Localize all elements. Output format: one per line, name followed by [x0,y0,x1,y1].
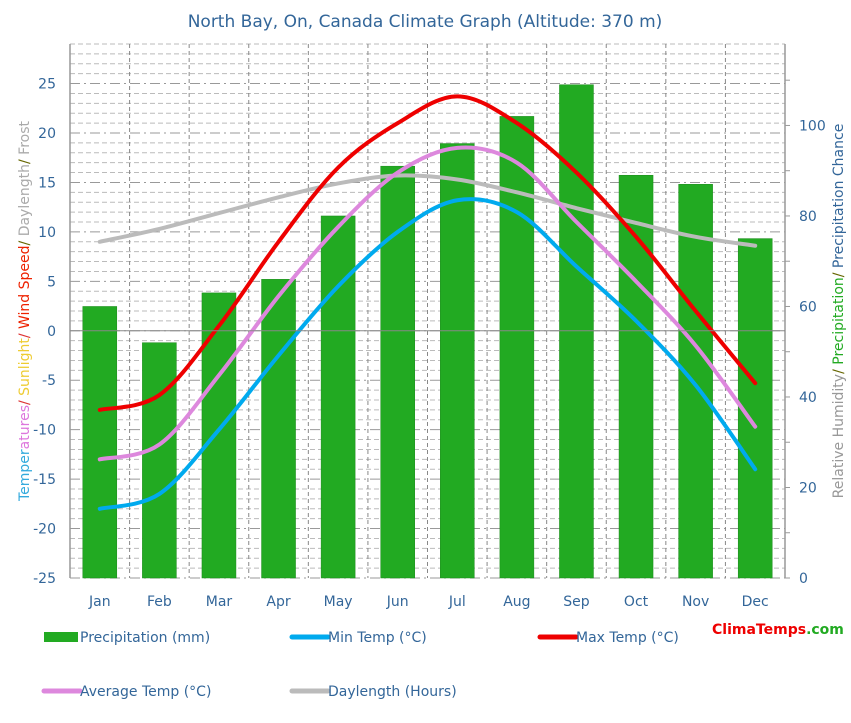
x-tick-label: Sep [563,594,590,610]
left-tick-label: 0 [47,324,56,340]
x-tick-label: Nov [682,594,709,610]
chart-title: North Bay, On, Canada Climate Graph (Alt… [188,12,663,32]
precipitation-bar [380,165,415,579]
x-tick-label: Jul [448,594,466,610]
legend: Precipitation (mm) Min Temp (°C) Max Temp … [41,630,679,700]
right-tick-label: 80 [799,209,817,225]
x-tick-label: Jan [88,594,111,610]
precipitation-bar [201,292,237,579]
series-line [97,145,758,462]
legend-label: Max Temp (°C) [576,630,679,646]
right-tick-label: 0 [799,571,808,587]
left-tick-label: -20 [33,522,56,538]
climatemps-logo: ClimaTemps.com [712,622,844,638]
left-tick-label: -25 [33,571,56,587]
legend-label: Average Temp (°C) [80,684,211,700]
x-tick-label: Apr [266,594,290,610]
x-tick-label: Feb [147,594,172,610]
left-tick-label: -10 [33,423,56,439]
precipitation-bar [559,84,594,579]
precipitation-bar [618,174,654,579]
left-tick-label: 25 [38,77,56,93]
x-tick-label: Mar [206,594,233,610]
precipitation-bar [440,143,475,579]
precipitation-bar [320,215,356,579]
right-tick-label: 20 [799,480,817,496]
left-tick-label: 10 [38,225,56,241]
series-line [97,197,758,511]
precipitation-bars [82,84,773,579]
series-line [97,173,758,248]
legend-label: Min Temp (°C) [328,630,427,646]
x-tick-label: Oct [624,594,649,610]
legend-label: Daylength (Hours) [328,684,457,700]
right-tick-label: 60 [799,299,817,315]
grid [70,43,785,579]
x-tick-label: Aug [503,594,530,610]
left-tick-label: -5 [42,373,56,389]
x-tick-label: May [324,594,353,610]
legend-swatch [44,632,78,642]
left-tick-label: 5 [47,274,56,290]
precipitation-bar [261,279,296,579]
left-tick-label: -15 [33,472,56,488]
precipitation-bar [678,184,713,579]
right-axis-label: Relative Humidity/ Precipitation/ Precip… [831,124,847,499]
left-tick-label: 15 [38,175,56,191]
precipitation-bar [142,342,177,579]
x-tick-label: Jun [386,594,409,610]
precipitation-bar [82,306,118,579]
right-tick-label: 100 [799,118,826,134]
x-tick-label: Dec [742,594,769,610]
left-axis-label: Temperatures/ Sunlight/ Wind Speed/ Dayl… [17,121,33,502]
left-tick-label: 20 [38,126,56,142]
right-tick-label: 40 [799,390,817,406]
precipitation-bar [499,116,535,579]
legend-label: Precipitation (mm) [80,630,210,646]
axes: -25 -20 -15 -10 -5 0 5 10 15 20 25 0 20 40 60 80 100 Jan F… [33,44,826,610]
